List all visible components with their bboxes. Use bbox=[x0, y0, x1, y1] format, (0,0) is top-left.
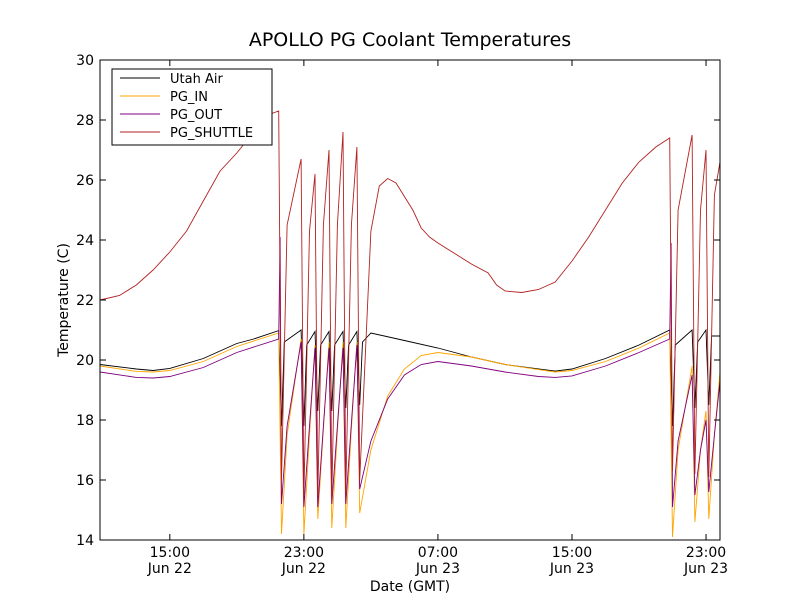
series-line-pg-in bbox=[99, 332, 721, 538]
x-tick-label-date: Jun 22 bbox=[281, 561, 326, 577]
legend-label: Utah Air bbox=[170, 72, 223, 87]
y-tick-label: 18 bbox=[76, 413, 94, 429]
x-tick-label-date: Jun 23 bbox=[415, 561, 460, 577]
y-tick-label: 24 bbox=[76, 233, 94, 249]
y-axis-label: Temperature (C) bbox=[56, 243, 72, 358]
x-tick-label-date: Jun 22 bbox=[147, 561, 192, 577]
x-tick-label-time: 23:00 bbox=[686, 545, 726, 561]
x-tick-label-date: Jun 23 bbox=[683, 561, 728, 577]
x-tick-label-time: 23:00 bbox=[284, 545, 324, 561]
legend-label: PG_SHUTTLE bbox=[170, 126, 253, 141]
y-tick-label: 28 bbox=[76, 113, 94, 129]
legend: Utah Air PG_IN PG_OUT PG_SHUTTLE bbox=[111, 68, 273, 146]
x-tick-label-time: 07:00 bbox=[418, 545, 458, 561]
x-tick-label-date: Jun 23 bbox=[549, 561, 594, 577]
legend-label: PG_IN bbox=[170, 90, 208, 105]
x-axis-label: Date (GMT) bbox=[370, 579, 450, 595]
y-tick-label: 30 bbox=[76, 53, 94, 69]
y-tick-label: 22 bbox=[76, 293, 94, 309]
y-tick-label: 26 bbox=[76, 173, 94, 189]
chart-title: APOLLO PG Coolant Temperatures bbox=[249, 29, 571, 51]
x-tick-label-time: 15:00 bbox=[552, 545, 592, 561]
y-tick-label: 16 bbox=[76, 473, 94, 489]
y-tick-label: 14 bbox=[76, 533, 94, 549]
y-axis: 14 16 18 20 22 24 26 28 30 bbox=[76, 53, 720, 549]
x-tick-label-time: 15:00 bbox=[150, 545, 190, 561]
legend-label: PG_OUT bbox=[170, 108, 222, 123]
y-tick-label: 20 bbox=[76, 353, 94, 369]
